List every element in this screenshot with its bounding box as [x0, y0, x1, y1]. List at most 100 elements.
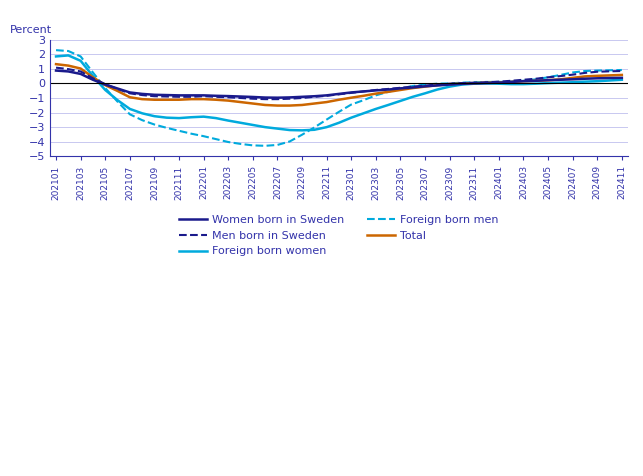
Women born in Sweden: [581, 76, 589, 81]
Total: [385, 89, 392, 95]
Foreign born women: [212, 115, 220, 121]
Foreign born men: [421, 82, 429, 88]
Men born in Sweden: [175, 94, 183, 99]
Men born in Sweden: [372, 87, 380, 93]
Foreign born women: [495, 81, 503, 87]
Foreign born men: [175, 128, 183, 134]
Men born in Sweden: [471, 80, 478, 86]
Men born in Sweden: [150, 93, 158, 99]
Women born in Sweden: [102, 82, 109, 88]
Foreign born men: [237, 141, 244, 147]
Foreign born men: [188, 131, 195, 137]
Total: [311, 100, 318, 106]
Foreign born women: [618, 77, 626, 83]
Men born in Sweden: [298, 95, 306, 101]
Women born in Sweden: [532, 78, 539, 84]
Men born in Sweden: [483, 79, 491, 85]
Women born in Sweden: [495, 80, 503, 86]
Foreign born men: [593, 68, 601, 73]
Total: [458, 80, 466, 86]
Foreign born men: [606, 68, 613, 73]
Women born in Sweden: [77, 71, 84, 77]
Women born in Sweden: [409, 85, 417, 90]
Total: [224, 98, 232, 103]
Women born in Sweden: [188, 92, 195, 98]
Foreign born men: [249, 142, 257, 148]
Women born in Sweden: [618, 75, 626, 81]
Foreign born men: [311, 125, 318, 130]
Foreign born men: [261, 143, 269, 149]
Foreign born women: [224, 118, 232, 123]
Men born in Sweden: [286, 96, 294, 101]
Total: [495, 80, 503, 86]
Foreign born men: [495, 79, 503, 85]
Foreign born women: [581, 79, 589, 85]
Women born in Sweden: [520, 79, 527, 84]
Women born in Sweden: [200, 92, 208, 98]
Total: [544, 77, 552, 83]
Men born in Sweden: [397, 85, 404, 90]
Foreign born men: [138, 117, 146, 123]
Men born in Sweden: [249, 96, 257, 101]
Women born in Sweden: [114, 86, 122, 91]
Total: [347, 95, 355, 100]
Total: [335, 97, 343, 103]
Foreign born men: [286, 139, 294, 144]
Total: [77, 66, 84, 71]
Foreign born women: [507, 81, 515, 87]
Men born in Sweden: [347, 90, 355, 96]
Total: [89, 74, 97, 80]
Total: [421, 84, 429, 89]
Foreign born men: [471, 79, 478, 85]
Foreign born women: [569, 79, 577, 85]
Men born in Sweden: [446, 81, 453, 87]
Foreign born men: [64, 48, 72, 54]
Total: [52, 61, 60, 67]
Foreign born women: [323, 124, 331, 130]
Men born in Sweden: [507, 78, 515, 84]
Foreign born women: [138, 110, 146, 116]
Men born in Sweden: [569, 72, 577, 78]
Foreign born women: [433, 87, 441, 92]
Men born in Sweden: [581, 70, 589, 76]
Foreign born women: [102, 87, 109, 93]
Foreign born women: [593, 79, 601, 84]
Foreign born men: [544, 74, 552, 80]
Foreign born women: [532, 81, 539, 87]
Foreign born women: [347, 115, 355, 120]
Foreign born women: [483, 80, 491, 86]
Foreign born men: [532, 77, 539, 82]
Foreign born women: [163, 115, 170, 120]
Foreign born women: [359, 110, 367, 116]
Total: [569, 75, 577, 81]
Foreign born women: [520, 81, 527, 87]
Foreign born women: [175, 115, 183, 121]
Total: [556, 77, 564, 82]
Foreign born women: [606, 78, 613, 83]
Total: [507, 79, 515, 85]
Foreign born men: [458, 80, 466, 86]
Foreign born men: [372, 92, 380, 98]
Men born in Sweden: [163, 94, 170, 99]
Total: [249, 100, 257, 106]
Men born in Sweden: [593, 69, 601, 75]
Total: [483, 80, 491, 86]
Foreign born men: [224, 139, 232, 145]
Women born in Sweden: [224, 93, 232, 99]
Foreign born men: [200, 133, 208, 139]
Total: [323, 99, 331, 105]
Total: [126, 94, 134, 100]
Men born in Sweden: [273, 96, 281, 102]
Women born in Sweden: [249, 94, 257, 100]
Foreign born men: [507, 79, 515, 85]
Foreign born men: [409, 83, 417, 89]
Men born in Sweden: [52, 65, 60, 70]
Foreign born women: [77, 58, 84, 64]
Total: [237, 99, 244, 105]
Men born in Sweden: [89, 75, 97, 81]
Total: [471, 80, 478, 86]
Total: [581, 74, 589, 79]
Men born in Sweden: [261, 96, 269, 102]
Foreign born men: [77, 54, 84, 60]
Total: [433, 82, 441, 88]
